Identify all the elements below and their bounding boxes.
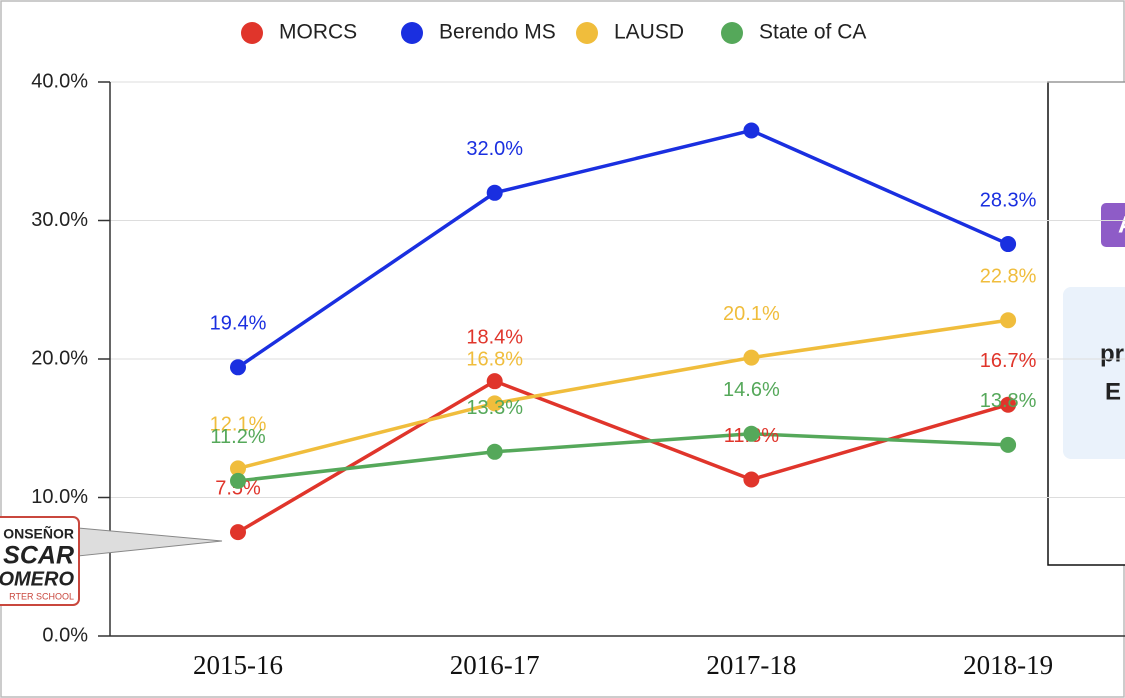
data-point	[1000, 396, 1017, 413]
data-point	[230, 460, 246, 477]
panel-text: pr	[1100, 340, 1124, 367]
legend-label: MORCS	[279, 21, 357, 44]
logo-text: RTER SCHOOL	[9, 591, 74, 601]
y-tick-label: 10.0%	[31, 486, 88, 508]
data-label: 18.4%	[466, 326, 523, 348]
data-label: 19.4%	[210, 313, 267, 335]
legend-marker	[401, 22, 423, 44]
data-label: 13.3%	[466, 397, 523, 419]
legend-label: Berendo MS	[439, 21, 556, 44]
data-point	[1000, 436, 1017, 453]
logo-text: OMERO	[0, 568, 74, 590]
logo-text: ONSEÑOR	[3, 525, 74, 542]
data-point	[230, 524, 246, 541]
data-label: 28.3%	[980, 189, 1037, 211]
y-tick-label: 20.0%	[31, 347, 88, 369]
y-tick-label: 30.0%	[31, 209, 88, 231]
data-label: 22.8%	[980, 266, 1037, 288]
logo-text: SCAR	[3, 542, 74, 570]
data-point	[1000, 312, 1017, 329]
data-point	[486, 443, 503, 460]
data-label: 32.0%	[466, 138, 523, 160]
x-tick-label: 2016-17	[450, 650, 540, 680]
data-point	[486, 373, 503, 390]
data-label: 13.8%	[980, 390, 1037, 412]
data-point	[743, 471, 760, 488]
x-tick-label: 2018-19	[963, 650, 1053, 680]
logo-box	[0, 516, 80, 606]
legend-label: LAUSD	[614, 21, 684, 44]
data-point	[743, 349, 760, 366]
data-label: 12.1%	[210, 414, 267, 436]
legend-marker	[721, 22, 743, 44]
data-label: 11.2%	[210, 426, 265, 448]
y-tick-label: 0.0%	[42, 624, 88, 646]
data-point	[486, 184, 503, 201]
x-tick-label: 2015-16	[193, 650, 283, 680]
data-label: 16.7%	[980, 350, 1037, 372]
data-point	[743, 425, 760, 442]
panel-card	[1063, 287, 1125, 459]
data-point	[486, 395, 503, 412]
data-label: 14.6%	[723, 379, 780, 401]
series-line	[237, 379, 1009, 534]
x-tick-label: 2017-18	[706, 650, 796, 680]
panel-text: E	[1105, 378, 1121, 405]
series-line	[237, 432, 1009, 483]
legend-marker	[576, 22, 598, 44]
data-point	[230, 472, 246, 489]
data-label: 20.1%	[723, 303, 780, 325]
side-panel: A pr E	[1047, 81, 1125, 566]
plot: 0.0% 10.0% 20.0% 30.0% 40.0% 2015-16 2016-17 20…	[31, 21, 1125, 680]
series-line	[237, 318, 1009, 471]
y-tick-label: 40.0%	[31, 70, 88, 92]
legend-label: State of CA	[759, 21, 866, 44]
data-point	[230, 359, 246, 376]
data-point	[1000, 236, 1017, 253]
data-point	[743, 122, 760, 139]
panel-badge-text: A	[1118, 211, 1125, 238]
legend-marker	[241, 22, 263, 44]
series-line	[237, 128, 1009, 369]
panel-badge	[1101, 203, 1125, 247]
logo: ONSEÑOR SCAR OMERO RTER SCHOOL	[0, 516, 223, 606]
data-label: 16.8%	[466, 349, 523, 371]
